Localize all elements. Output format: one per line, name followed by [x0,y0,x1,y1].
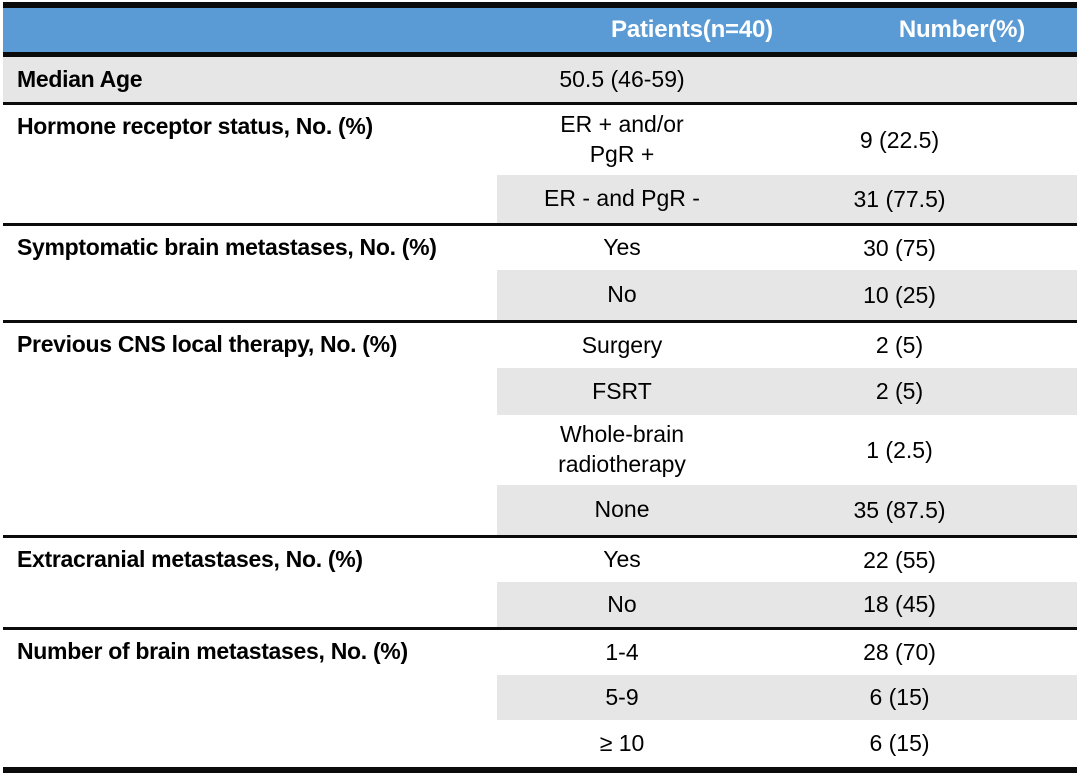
patient-characteristics-table: Patients(n=40) Number(%) Median Age 50.5… [3,2,1077,773]
section-median-age: Median Age 50.5 (46-59) [3,57,1077,102]
table-row: Surgery 2 (5) [497,323,1077,368]
table-row: No 18 (45) [497,582,1077,627]
table-row: 1-4 28 (70) [497,630,1077,675]
value-cell: 1 (2.5) [866,436,933,463]
section-extracranial-metastases: Extracranial metastases, No. (%) Yes 22 … [3,535,1077,627]
row-label: Median Age [17,66,143,92]
value-cell: 28 (70) [863,639,936,665]
category-cell: Yes [603,546,641,573]
table-row: ER + and/or PgR + 9 (22.5) [497,105,1077,175]
header-number-cell: Number(%) [898,16,1026,43]
section-subrows: Yes 22 (55) No 18 (45) [497,538,1077,627]
value-cell: 31 (77.5) [853,185,946,212]
table-row: 5-9 6 (15) [497,675,1077,720]
row-label: Symptomatic brain metastases, No. (%) [3,226,497,320]
category-cell: FSRT [592,377,652,404]
section-previous-cns-local-therapy: Previous CNS local therapy, No. (%) Surg… [3,320,1077,535]
table-row: Yes 30 (75) [497,226,1077,270]
section-hormone-receptor-status: Hormone receptor status, No. (%) ER + an… [3,102,1077,223]
category-cell: 5-9 [605,683,639,710]
section-subrows: Surgery 2 (5) FSRT 2 (5) Whole-brain rad… [497,323,1077,535]
section-subrows: Yes 30 (75) No 10 (25) [497,226,1077,320]
table-header-row: Patients(n=40) Number(%) [3,8,1077,57]
table-row: None 35 (87.5) [497,485,1077,535]
value-cell: 2 (5) [875,332,924,358]
section-number-of-brain-metastases: Number of brain metastases, No. (%) 1-4 … [3,627,1077,767]
category-cell: ER - and PgR - [544,185,700,212]
header-patients-cell: Patients(n=40) [611,16,773,43]
value-cell: 9 (22.5) [859,126,940,153]
category-cell: ≥ 10 [599,729,645,756]
table-row: ≥ 10 6 (15) [497,720,1077,767]
table-row: FSRT 2 (5) [497,368,1077,415]
table-row: Median Age 50.5 (46-59) [3,57,1077,102]
row-label: Hormone receptor status, No. (%) [3,105,497,223]
value-cell: 22 (55) [863,546,936,573]
category-cell: Surgery [581,331,663,358]
category-cell: 1-4 [605,638,639,665]
table-row: No 10 (25) [497,270,1077,320]
section-subrows: ER + and/or PgR + 9 (22.5) ER - and PgR … [497,105,1077,223]
category-cell: Yes [603,234,641,261]
value-cell: 2 (5) [875,378,924,404]
table-row: ER - and PgR - 31 (77.5) [497,175,1077,223]
value-cell: 18 (45) [863,591,936,617]
category-cell: None [594,496,650,523]
section-symptomatic-brain-metastases: Symptomatic brain metastases, No. (%) Ye… [3,223,1077,320]
category-cell: ER + and/or PgR + [560,111,684,167]
category-cell: No [607,590,637,617]
category-cell: No [607,281,637,308]
value-cell: 35 (87.5) [853,496,946,523]
table-row: Whole-brain radiotherapy 1 (2.5) [497,415,1077,485]
row-label: Number of brain metastases, No. (%) [3,630,497,767]
value-cell: 6 (15) [869,684,930,710]
value-cell: 6 (15) [869,730,930,756]
category-cell: Whole-brain radiotherapy [558,421,686,477]
section-subrows: 1-4 28 (70) 5-9 6 (15) ≥ 10 6 (15) [497,630,1077,767]
value-cell: 10 (25) [863,281,936,308]
row-label: Previous CNS local therapy, No. (%) [3,323,497,535]
row-label: Extracranial metastases, No. (%) [3,538,497,627]
table-row: Yes 22 (55) [497,538,1077,582]
category-cell: 50.5 (46-59) [559,65,685,92]
value-cell: 30 (75) [863,234,936,261]
